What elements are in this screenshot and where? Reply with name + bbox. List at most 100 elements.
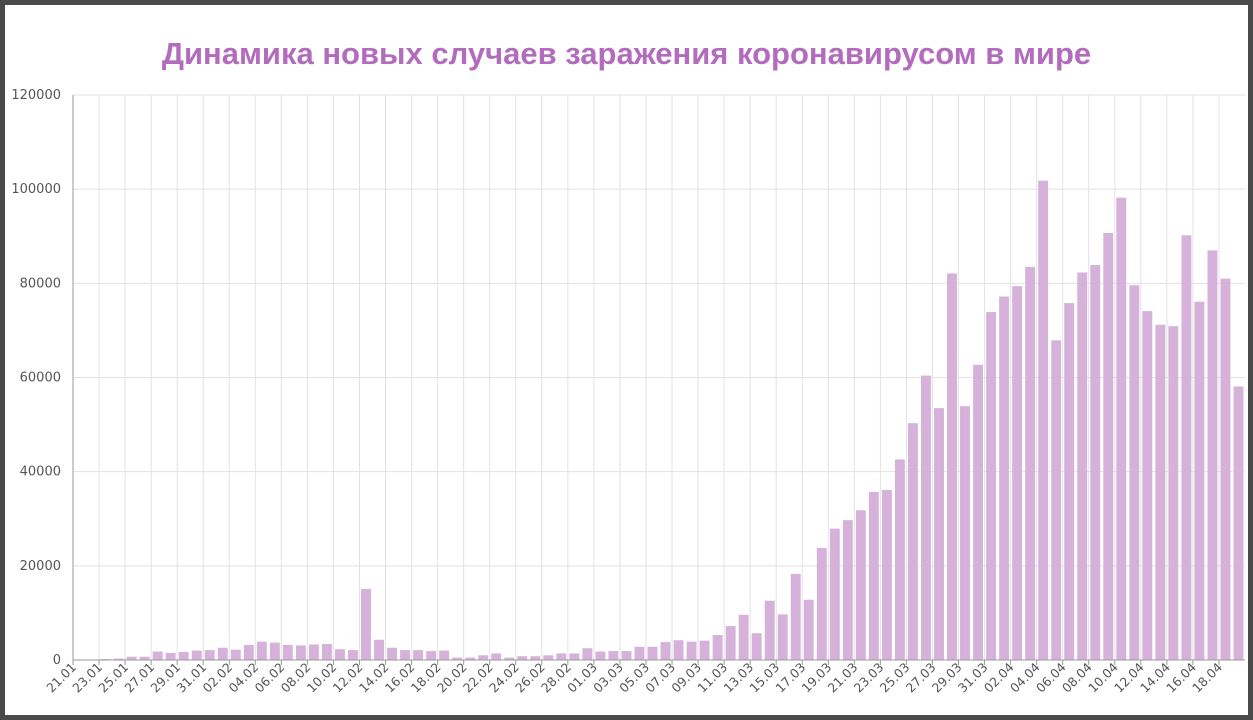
bar xyxy=(1025,266,1036,660)
bar xyxy=(699,640,710,660)
bar xyxy=(881,490,892,660)
bar xyxy=(465,657,476,660)
bar xyxy=(790,573,801,660)
bar xyxy=(1116,197,1127,660)
bar xyxy=(894,459,905,660)
bar xyxy=(842,520,853,660)
chart-title: Динамика новых случаев заражения коронав… xyxy=(161,36,1092,71)
bar xyxy=(282,644,293,660)
bar xyxy=(803,599,814,660)
bar xyxy=(113,658,124,660)
bar xyxy=(751,633,762,660)
bar xyxy=(1233,386,1244,660)
bar xyxy=(348,650,358,660)
bar xyxy=(1012,286,1023,660)
grid-lines xyxy=(73,94,1245,660)
bar xyxy=(738,614,749,660)
bar xyxy=(1038,180,1049,661)
bar xyxy=(178,651,189,660)
bar xyxy=(217,647,228,660)
bar xyxy=(686,641,697,660)
bar xyxy=(829,528,840,660)
bar xyxy=(152,651,163,660)
bar xyxy=(491,653,502,660)
bar xyxy=(973,364,983,660)
bar xyxy=(374,639,384,660)
bar xyxy=(335,649,345,660)
bar xyxy=(621,651,632,660)
y-tick-labels: 0 20000 40000 60000 80000 100000 120000 xyxy=(11,88,61,668)
bar xyxy=(647,646,658,660)
bar xyxy=(452,657,463,660)
bar xyxy=(269,642,280,660)
bar xyxy=(855,510,866,660)
bar xyxy=(204,650,215,660)
bar xyxy=(256,641,267,660)
bar xyxy=(595,651,606,660)
bar xyxy=(1077,272,1088,660)
bar xyxy=(947,273,957,660)
y-tick-label: 80000 xyxy=(20,276,61,291)
bar xyxy=(1129,285,1140,660)
bar xyxy=(295,645,306,660)
bar xyxy=(608,651,619,660)
bar xyxy=(530,656,541,660)
bar xyxy=(764,600,775,660)
bar xyxy=(1051,340,1062,660)
bar xyxy=(673,640,684,660)
x-tick-labels: 21.0123.0125.0127.0129.0131.0102.0204.02… xyxy=(43,659,1225,695)
bar xyxy=(478,655,489,660)
y-tick-label: 40000 xyxy=(20,465,61,480)
bar xyxy=(321,643,332,660)
bar xyxy=(816,547,827,660)
bar xyxy=(1220,278,1231,660)
bar xyxy=(139,656,150,660)
bar xyxy=(934,408,944,660)
bar xyxy=(439,650,450,660)
bar xyxy=(634,646,645,660)
bars xyxy=(100,180,1244,661)
y-tick-label: 0 xyxy=(53,653,61,668)
bar xyxy=(413,650,424,660)
bar xyxy=(1064,303,1075,660)
bar xyxy=(960,406,970,660)
bar xyxy=(1207,250,1218,660)
y-tick-label: 120000 xyxy=(11,88,61,103)
bar xyxy=(165,652,176,660)
bar xyxy=(1142,311,1153,660)
bar xyxy=(543,655,554,660)
bar xyxy=(986,312,997,660)
bar xyxy=(126,656,137,660)
bar xyxy=(1181,235,1192,660)
bar xyxy=(1090,264,1101,660)
bar xyxy=(426,651,437,660)
bar xyxy=(556,653,567,660)
bar xyxy=(517,656,528,660)
bar xyxy=(400,650,411,660)
x-tick-label: 18.04 xyxy=(1189,659,1225,695)
bar xyxy=(1103,232,1114,660)
bar xyxy=(921,375,931,660)
bar xyxy=(907,423,918,660)
bar xyxy=(230,649,241,660)
axes xyxy=(72,95,1245,665)
bar xyxy=(777,614,788,660)
bar xyxy=(191,650,202,660)
y-tick-label: 20000 xyxy=(20,559,61,574)
bar xyxy=(1168,326,1179,660)
bar xyxy=(569,653,580,660)
bar xyxy=(243,644,254,660)
bar xyxy=(725,626,736,660)
y-tick-label: 100000 xyxy=(11,182,61,197)
bar xyxy=(1155,324,1166,660)
bar xyxy=(387,647,397,660)
bar xyxy=(868,491,879,660)
bar xyxy=(660,642,671,660)
bar xyxy=(999,296,1010,660)
y-tick-label: 60000 xyxy=(20,371,61,386)
bar xyxy=(1194,301,1205,660)
bar xyxy=(582,648,593,660)
bar xyxy=(308,644,319,660)
bar xyxy=(361,588,371,660)
